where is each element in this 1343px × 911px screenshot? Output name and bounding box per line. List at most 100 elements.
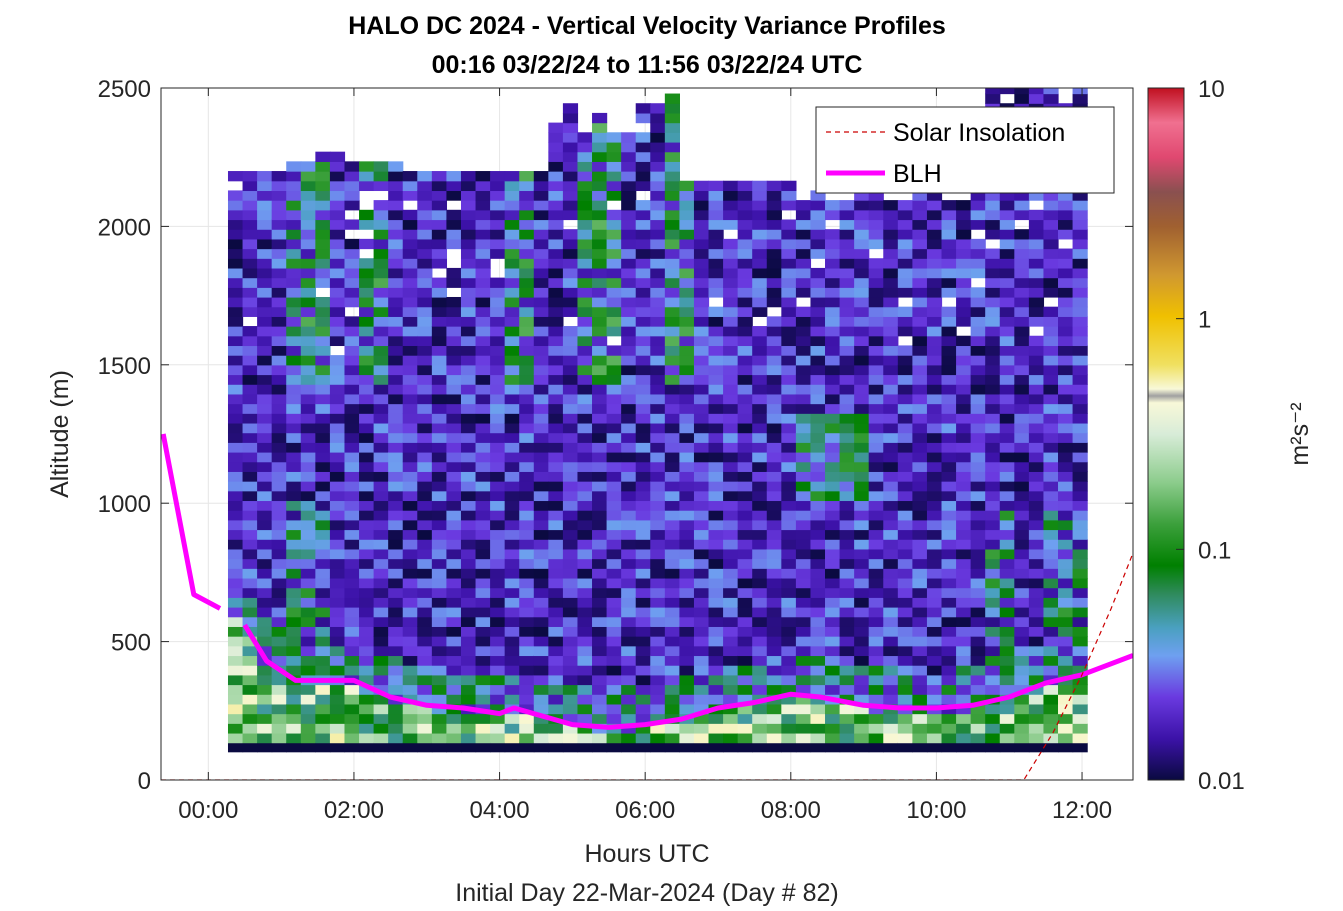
heatmap-cell [606, 626, 622, 637]
heatmap-cell [912, 200, 928, 211]
heatmap-cell [271, 694, 287, 705]
heatmap-cell [985, 577, 1001, 589]
heatmap-cell [417, 471, 433, 482]
heatmap-cell [825, 723, 841, 734]
heatmap-cell [533, 374, 549, 385]
heatmap-cell [868, 645, 884, 657]
heatmap-cell [883, 306, 899, 317]
heatmap-cell [737, 568, 753, 579]
heatmap-cell [562, 277, 579, 288]
heatmap-cell [533, 171, 549, 182]
heatmap-cell [635, 345, 651, 356]
heatmap-cell [883, 335, 899, 347]
heatmap-cell [548, 296, 564, 308]
heatmap-cell [533, 219, 549, 230]
heatmap-cell [329, 277, 346, 288]
heatmap-cell [592, 112, 608, 124]
heatmap-cell [795, 626, 812, 637]
heatmap-cell [766, 684, 782, 695]
heatmap-cell [592, 258, 608, 269]
heatmap-cell [664, 432, 680, 443]
heatmap-cell [693, 519, 710, 531]
heatmap-cell [723, 519, 739, 531]
heatmap-cell [344, 267, 360, 279]
heatmap-cell [519, 616, 535, 627]
heatmap-cell [533, 209, 549, 221]
heatmap-cell [562, 287, 579, 298]
heatmap-cell [956, 413, 972, 424]
heatmap-cell [854, 684, 870, 695]
heatmap-cell [679, 694, 695, 705]
heatmap-cell [708, 219, 724, 230]
heatmap-cell [664, 296, 680, 308]
heatmap-cell [577, 141, 593, 153]
heatmap-cell [271, 597, 287, 608]
heatmap-cell [795, 616, 812, 627]
heatmap-cell [227, 558, 244, 569]
heatmap-cell [257, 219, 273, 230]
heatmap-cell [664, 607, 680, 618]
heatmap-cell [737, 364, 753, 376]
heatmap-cell [606, 248, 622, 259]
heatmap-cell [621, 510, 637, 521]
heatmap-cell [373, 674, 389, 686]
heatmap-cell [766, 645, 782, 657]
heatmap-cell [883, 200, 899, 211]
heatmap-cell [344, 442, 360, 453]
heatmap-cell [402, 190, 418, 201]
heatmap-cell [854, 587, 870, 598]
heatmap-cell [373, 723, 389, 734]
heatmap-cell [242, 238, 258, 250]
heatmap-cell [271, 296, 287, 308]
heatmap-cell [592, 374, 608, 385]
heatmap-cell [417, 742, 433, 753]
heatmap-cell [300, 471, 316, 482]
heatmap-cell [737, 500, 753, 511]
heatmap-cell [956, 209, 972, 221]
heatmap-cell [621, 732, 637, 744]
heatmap-cell [1072, 403, 1088, 414]
heatmap-cell [795, 471, 812, 482]
heatmap-cell [562, 655, 579, 666]
heatmap-cell [592, 548, 608, 560]
heatmap-cell [431, 597, 448, 608]
heatmap-cell [257, 587, 273, 598]
heatmap-cell [242, 442, 258, 453]
heatmap-cell [1028, 219, 1045, 230]
heatmap-cell [825, 374, 841, 385]
heatmap-cell [300, 422, 316, 434]
heatmap-cell [402, 316, 418, 327]
heatmap-cell [883, 674, 899, 686]
heatmap-cell [315, 626, 331, 637]
heatmap-cell [897, 616, 913, 627]
heatmap-cell [460, 200, 477, 211]
heatmap-cell [679, 403, 695, 414]
heatmap-cell [286, 510, 302, 521]
heatmap-cell [315, 607, 331, 618]
x-tick-label: 02:00 [324, 797, 384, 824]
heatmap-cell [431, 451, 448, 463]
heatmap-cell [868, 335, 884, 347]
heatmap-cell [941, 529, 957, 540]
heatmap-cell [257, 471, 273, 482]
heatmap-cell [1043, 413, 1059, 424]
heatmap-cell [795, 461, 812, 472]
heatmap-cell [912, 636, 928, 647]
heatmap-cell [868, 684, 884, 695]
heatmap-cell [519, 384, 535, 395]
heatmap-cell [679, 374, 695, 385]
heatmap-cell [708, 306, 724, 317]
heatmap-cell [883, 432, 899, 443]
heatmap-cell [810, 451, 826, 463]
heatmap-cell [460, 364, 477, 376]
heatmap-cell [1058, 384, 1074, 395]
heatmap-cell [693, 510, 710, 521]
heatmap-cell [592, 248, 608, 259]
heatmap-cell [664, 355, 680, 366]
heatmap-cell [825, 442, 841, 453]
heatmap-cell [825, 655, 841, 666]
heatmap-cell [970, 510, 986, 521]
heatmap-cell [650, 626, 666, 637]
heatmap-cell [708, 267, 724, 279]
heatmap-cell [577, 694, 593, 705]
